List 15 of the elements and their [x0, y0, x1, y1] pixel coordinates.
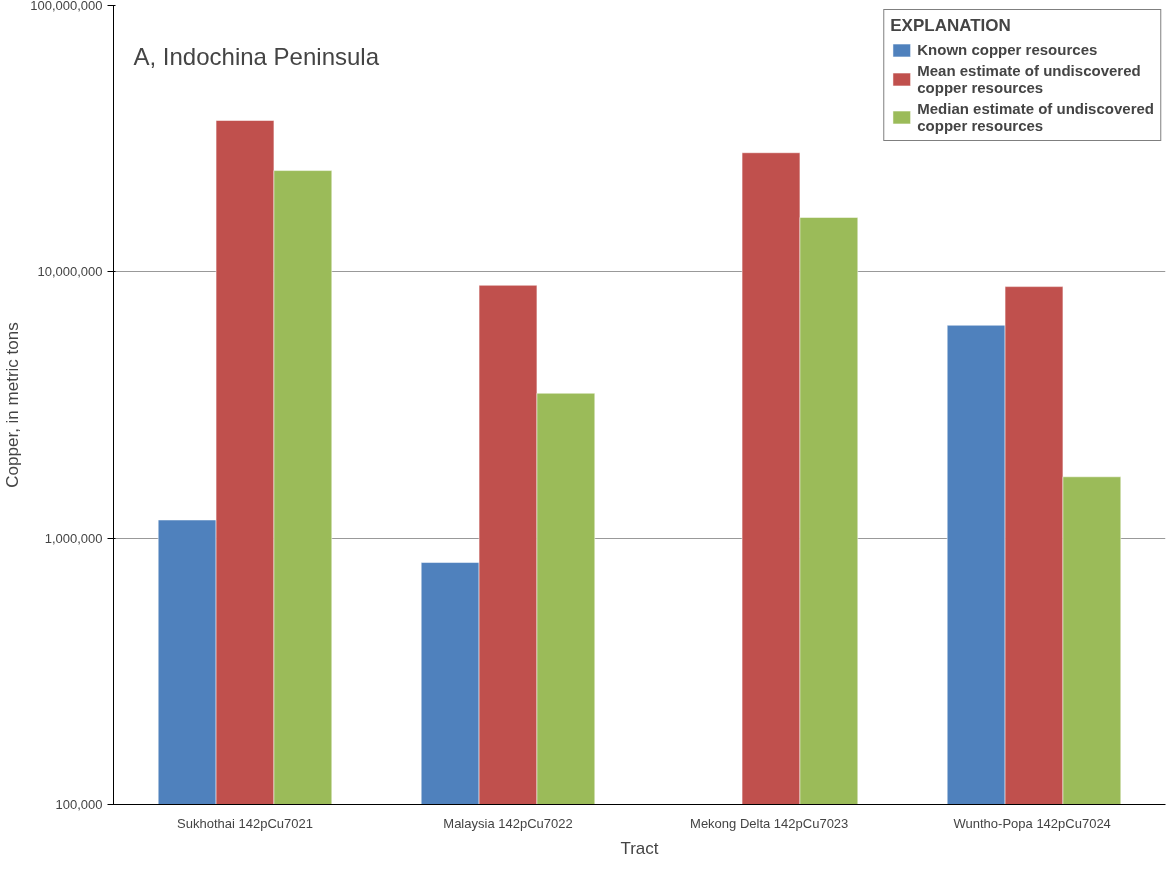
- legend-label: Mean estimate of undiscovered copper resources: [917, 62, 1141, 96]
- x-tick-label: Sukhothai 142pCu7021: [177, 815, 313, 831]
- y-tick-label: 100,000,000: [30, 0, 103, 13]
- y-tick-label: 100,000: [55, 797, 103, 812]
- text: A, Indochina Peninsula: [133, 42, 380, 70]
- y-tick-label: 1,000,000: [44, 530, 103, 546]
- x-tick-label: Malaysia 142pCu7022: [443, 815, 573, 831]
- x-tick-label: Mekong Delta 142pCu7023: [690, 815, 849, 831]
- x-tick-label: Wuntho-Popa 142pCu7024: [953, 815, 1111, 831]
- legend-label: Known copper resources: [917, 41, 1098, 58]
- legend-label: Median estimate of undiscovered copper resources: [917, 100, 1154, 134]
- y-axis-title: Copper, in metric tons: [3, 322, 23, 488]
- legend-title: EXPLANATION: [890, 16, 1012, 36]
- x-axis-title: Tract: [620, 838, 659, 858]
- y-tick-label: 10,000,000: [37, 264, 103, 280]
